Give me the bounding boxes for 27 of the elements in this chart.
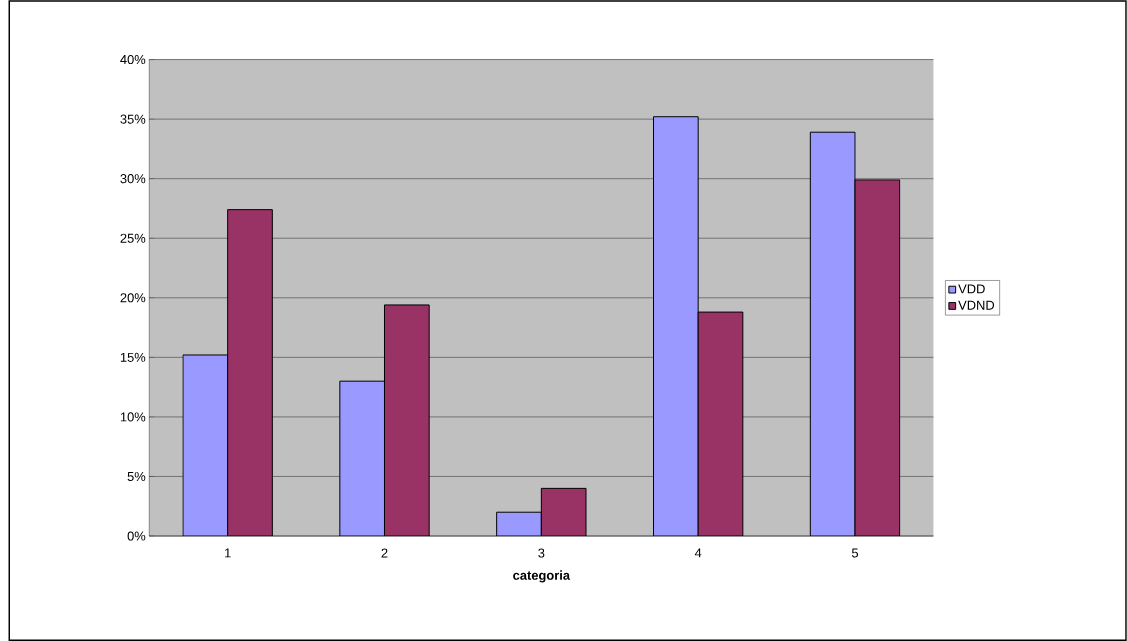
x-tick-label: 3 <box>538 548 545 558</box>
bar <box>697 311 744 536</box>
y-tick-label: 30% <box>120 173 146 184</box>
bar <box>809 131 856 536</box>
legend-label: VDD <box>958 284 985 294</box>
bar <box>227 209 273 536</box>
bar <box>653 116 699 536</box>
x-axis-title: categoria <box>513 570 571 583</box>
y-tick-label: 15% <box>120 352 146 362</box>
bar <box>384 304 430 536</box>
y-tick-label: 10% <box>120 412 146 422</box>
bar <box>182 354 229 536</box>
y-tick-label: 5% <box>127 471 146 481</box>
x-tick-label: 4 <box>694 548 702 558</box>
y-tick-label: 20% <box>120 293 146 303</box>
bar <box>854 179 901 536</box>
legend-label: VDND <box>958 300 995 310</box>
y-tick-label: 35% <box>120 114 146 124</box>
x-tick-label: 2 <box>381 548 388 558</box>
x-tick-label: 1 <box>225 548 231 558</box>
x-tick-label: 5 <box>851 548 859 558</box>
bar <box>540 487 587 536</box>
bar <box>339 380 385 536</box>
y-tick-label: 0% <box>127 531 146 541</box>
y-tick-label: 40% <box>120 54 146 64</box>
bar <box>496 511 542 536</box>
y-tick-label: 25% <box>120 233 146 243</box>
